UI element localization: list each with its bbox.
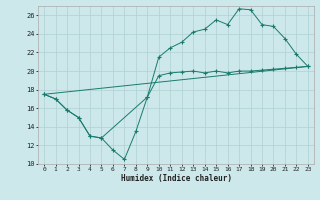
X-axis label: Humidex (Indice chaleur): Humidex (Indice chaleur)	[121, 174, 231, 183]
